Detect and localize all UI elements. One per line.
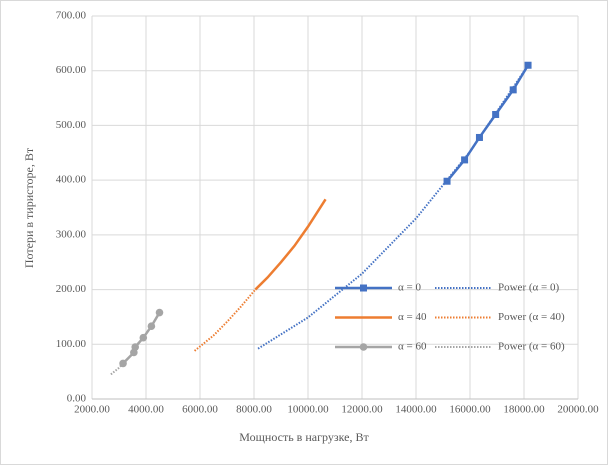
- x-tick-label: 18000.00: [503, 404, 545, 416]
- x-tick-label: 20000.00: [557, 404, 599, 416]
- x-tick-label: 2000.00: [74, 404, 110, 416]
- point: [443, 177, 451, 185]
- point: [475, 133, 483, 141]
- y-tick-label: 200.00: [56, 283, 87, 295]
- y-tick-label: 300.00: [56, 228, 87, 240]
- legend-marker: [360, 284, 367, 292]
- y-tick-label: 100.00: [56, 338, 87, 350]
- point: [147, 322, 156, 331]
- point: [155, 308, 164, 317]
- x-tick-label: 8000.00: [236, 404, 272, 416]
- y-tick-label: 0.00: [67, 393, 87, 405]
- point: [131, 343, 139, 351]
- x-tick-label: 16000.00: [449, 404, 491, 416]
- legend-label: α = 40: [398, 311, 427, 323]
- legend-label: Power (α = 60): [498, 341, 565, 353]
- legend-label: Power (α = 40): [498, 311, 565, 323]
- trendline: [193, 288, 257, 352]
- y-tick-label: 700.00: [56, 10, 87, 22]
- trendline: [110, 362, 124, 376]
- legend-label: α = 60: [398, 341, 427, 353]
- x-tick-label: 14000.00: [395, 404, 437, 416]
- legend-label: α = 0: [398, 282, 421, 294]
- y-tick-label: 600.00: [56, 64, 87, 76]
- y-axis-title: Потери в тиристоре, Вт: [22, 147, 36, 268]
- trendline: [257, 64, 529, 350]
- x-tick-label: 6000.00: [182, 404, 218, 416]
- legend-label: Power (α = 0): [498, 282, 559, 294]
- x-tick-label: 4000.00: [128, 404, 164, 416]
- x-tick-label: 12000.00: [341, 404, 383, 416]
- point: [524, 61, 532, 69]
- point: [139, 333, 148, 342]
- x-tick-label: 10000.00: [287, 404, 329, 416]
- x-axis-title: Мощность в нагрузке, Вт: [239, 430, 369, 444]
- y-tick-label: 500.00: [56, 119, 87, 131]
- series-line: [254, 198, 327, 291]
- point: [509, 86, 517, 94]
- y-tick-label: 400.00: [56, 174, 87, 186]
- legend-marker: [359, 343, 368, 351]
- point: [461, 156, 469, 164]
